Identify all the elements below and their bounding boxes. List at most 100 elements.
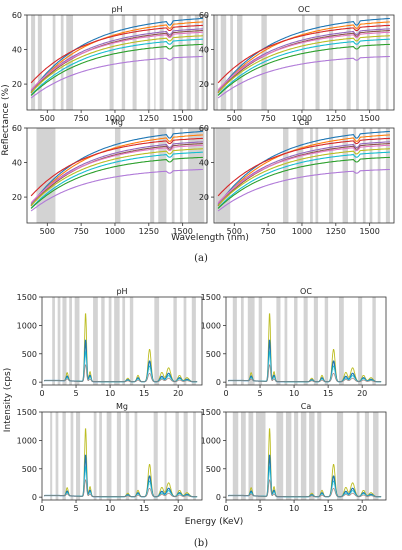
x-tick-label: 15 xyxy=(323,389,333,398)
y-tick-label: 500 xyxy=(206,465,221,474)
x-tick-label: 20 xyxy=(357,389,367,398)
highlight-band xyxy=(93,297,98,385)
y-tick-label: 1000 xyxy=(201,436,221,445)
x-tick-label: 1500 xyxy=(172,114,192,123)
x-tick-label: 1000 xyxy=(105,227,125,236)
highlight-band xyxy=(132,15,137,110)
spectrum-line xyxy=(30,148,203,206)
x-tick-label: 10 xyxy=(105,389,115,398)
spectrum-line xyxy=(228,479,382,498)
panel-b-ca: Ca 0 5 10 15 20 0 500 1000 1500 xyxy=(201,402,387,513)
highlight-band xyxy=(230,15,233,110)
spectrum-line xyxy=(30,35,203,93)
y-tick-label: 40 xyxy=(199,46,209,55)
highlight-band xyxy=(158,128,167,223)
plot-frame xyxy=(41,411,203,501)
highlight-band xyxy=(356,412,360,500)
x-tick-label: 500 xyxy=(227,227,242,236)
y-tick-label: 60 xyxy=(199,11,209,20)
highlight-band xyxy=(362,128,366,223)
highlight-band xyxy=(201,15,205,110)
y-axis-label: Intensity (cps) xyxy=(3,368,13,432)
x-tick-label: 10 xyxy=(289,504,299,513)
highlight-band xyxy=(154,297,160,385)
y-tick-label: 0 xyxy=(216,378,221,387)
highlight-band xyxy=(294,297,298,385)
y-tick-label: 1500 xyxy=(17,408,37,417)
highlight-band xyxy=(173,297,177,385)
x-tick-label: 5 xyxy=(257,389,262,398)
y-tick-label: 1500 xyxy=(201,293,221,302)
highlight-band xyxy=(240,412,246,500)
spectrum-line xyxy=(30,142,203,207)
spectrum-line xyxy=(217,29,390,94)
x-tick-label: 750 xyxy=(73,114,88,123)
x-tick-label: 1000 xyxy=(292,114,312,123)
highlight-band xyxy=(356,15,359,110)
highlight-band xyxy=(372,297,376,385)
highlight-band xyxy=(114,297,120,385)
highlight-band xyxy=(129,297,134,385)
spectrum-line xyxy=(228,364,382,383)
highlight-band xyxy=(296,128,304,223)
x-tick-label: 500 xyxy=(227,114,242,123)
x-tick-label: 10 xyxy=(289,389,299,398)
spectrum-line xyxy=(217,21,390,94)
panel-a-mg: Mg 500 750 1000 1250 1500 20 40 60 xyxy=(12,118,208,236)
highlight-band xyxy=(101,297,105,385)
plot-frame xyxy=(213,14,395,111)
x-axis-label: Energy (KeV) xyxy=(185,517,244,527)
x-tick-label: 750 xyxy=(260,114,275,123)
y-tick-label: 0 xyxy=(216,493,221,502)
x-tick-label: 5 xyxy=(73,504,78,513)
highlight-band xyxy=(258,297,263,385)
panel-b-mg: Mg 0 5 10 15 20 0 500 1000 1500 xyxy=(17,402,203,513)
highlight-band xyxy=(255,412,266,500)
x-tick-label: 20 xyxy=(173,504,183,513)
spectrum-line xyxy=(217,43,390,96)
highlight-band xyxy=(240,297,244,385)
y-tick-label: 1000 xyxy=(17,436,37,445)
spectrum-line xyxy=(217,17,390,93)
highlight-band xyxy=(159,15,164,110)
spectrum-line xyxy=(217,130,390,206)
highlight-band xyxy=(324,297,329,385)
highlight-band xyxy=(309,412,315,500)
y-tick-label: 40 xyxy=(199,159,209,168)
highlight-band xyxy=(385,15,389,110)
panel-title: pH xyxy=(116,287,127,296)
highlight-band xyxy=(109,15,114,110)
spectrum-line xyxy=(30,168,203,212)
x-axis-label: Wavelength (nm) xyxy=(171,233,249,243)
highlight-band xyxy=(237,15,243,110)
highlight-band xyxy=(99,412,102,500)
plot-frame xyxy=(26,127,208,224)
x-tick-label: 1250 xyxy=(326,114,346,123)
highlight-band xyxy=(154,15,156,110)
y-tick-label: 40 xyxy=(12,159,22,168)
highlight-band xyxy=(193,412,196,500)
highlight-band xyxy=(93,412,97,500)
x-tick-label: 15 xyxy=(139,504,149,513)
x-tick-label: 1000 xyxy=(292,227,312,236)
highlight-band xyxy=(369,128,373,223)
x-tick-label: 1250 xyxy=(139,114,159,123)
x-tick-label: 750 xyxy=(73,227,88,236)
highlight-band xyxy=(171,15,175,110)
spectrum-line xyxy=(30,21,203,94)
highlight-band xyxy=(353,128,357,223)
x-tick-label: 1250 xyxy=(326,227,346,236)
spectrum-line xyxy=(217,55,390,99)
highlight-band xyxy=(285,412,292,500)
plot-frame xyxy=(225,411,387,501)
highlight-band xyxy=(76,412,81,500)
spectrum-line xyxy=(217,137,390,197)
x-tick-label: 1500 xyxy=(172,227,192,236)
highlight-band xyxy=(232,297,237,385)
x-tick-label: 1250 xyxy=(139,227,159,236)
highlight-band xyxy=(178,15,183,110)
spectrum-line xyxy=(30,156,203,209)
part-label-b: (b) xyxy=(194,538,208,549)
highlight-band xyxy=(215,128,231,223)
